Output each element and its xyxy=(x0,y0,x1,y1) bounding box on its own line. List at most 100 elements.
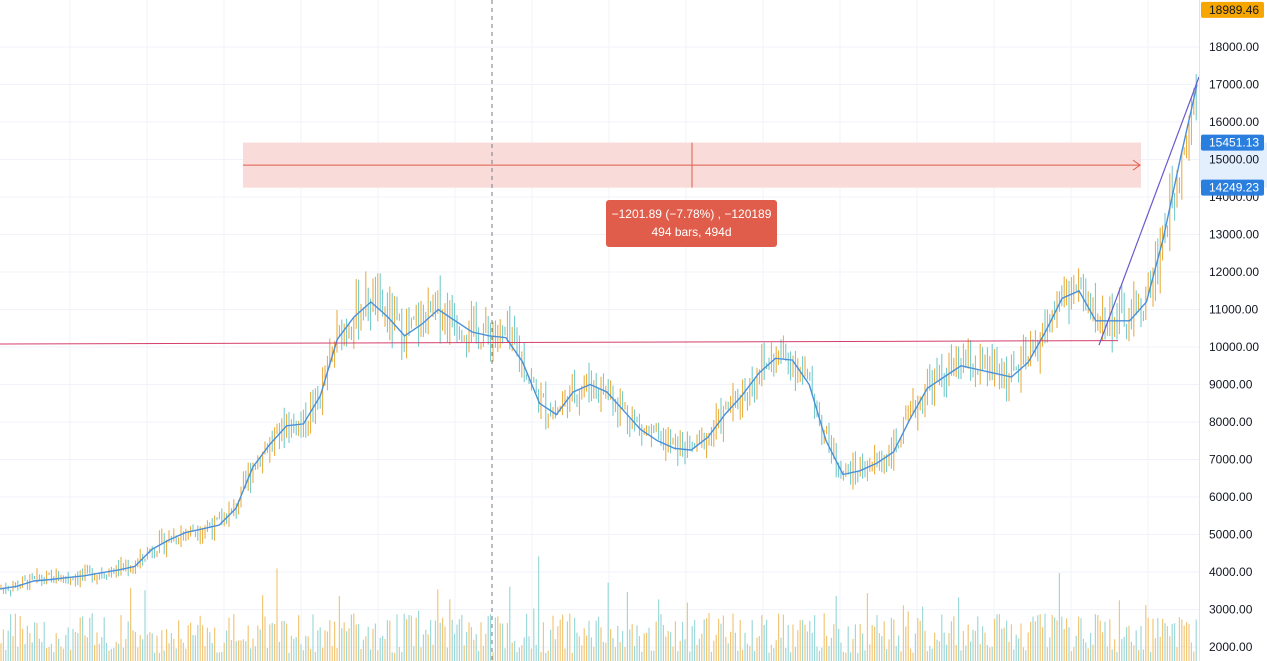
volume-bar xyxy=(53,652,55,661)
volume-bar xyxy=(775,640,777,661)
volume-bar xyxy=(768,652,770,661)
volume-bar xyxy=(209,632,211,661)
volume-bar xyxy=(480,622,482,661)
volume-bar xyxy=(494,617,496,661)
volume-bar xyxy=(365,636,367,661)
volume-bar xyxy=(31,642,33,661)
volume-bar xyxy=(5,649,7,661)
horizontal-ray[interactable] xyxy=(0,340,1119,345)
volume-bar xyxy=(182,642,184,661)
volume-bar xyxy=(58,638,60,661)
volume-bar xyxy=(1157,618,1159,661)
volume-bar xyxy=(1066,618,1068,661)
volume-bar xyxy=(1171,623,1173,661)
volume-bar xyxy=(922,606,924,661)
volume-bar xyxy=(722,615,724,661)
volume-bar xyxy=(614,647,616,661)
volume-bar xyxy=(871,624,873,661)
volume-bar xyxy=(1025,650,1027,661)
volume-bar xyxy=(1010,624,1012,661)
volume-bar xyxy=(238,640,240,661)
volume-bar xyxy=(660,614,662,661)
volume-bar xyxy=(98,643,100,661)
volume-bar xyxy=(283,620,285,661)
volume-bar xyxy=(547,650,549,661)
volume-bar xyxy=(1020,623,1022,661)
volume-bar xyxy=(1054,617,1056,661)
volume-bar xyxy=(782,614,784,661)
volume-bar xyxy=(127,621,129,661)
volume-bar xyxy=(1087,648,1089,661)
volume-bar xyxy=(406,619,408,661)
volume-bar xyxy=(437,589,439,661)
volume-bar xyxy=(619,642,621,661)
volume-bar xyxy=(1046,647,1048,661)
volume-bar xyxy=(1186,622,1188,661)
volume-bar xyxy=(240,640,242,661)
volume-bar xyxy=(403,613,405,661)
volume-bar xyxy=(120,615,122,661)
volume-bar xyxy=(1034,621,1036,661)
volume-bar xyxy=(262,595,264,661)
volume-bar xyxy=(727,643,729,661)
volume-bar xyxy=(792,624,794,661)
price-axis[interactable]: 2000.00 3000.00 4000.00 5000.00 6000.00 7000.… xyxy=(1199,0,1265,661)
volume-bar xyxy=(367,626,369,661)
volume-bar xyxy=(650,650,652,661)
volume-bar xyxy=(1188,623,1190,661)
volume-bar xyxy=(154,652,156,661)
volume-bar xyxy=(838,628,840,661)
volume-bar xyxy=(694,619,696,661)
lower-price-badge xyxy=(1201,179,1264,196)
volume-bar xyxy=(542,622,544,661)
volume-bar xyxy=(806,631,808,661)
price-tick-label: 5000.00 xyxy=(1209,528,1253,542)
volume-bar xyxy=(794,646,796,661)
volume-bar xyxy=(658,599,660,661)
volume-bar xyxy=(1099,620,1101,661)
volume-bar xyxy=(396,614,398,661)
volume-bar xyxy=(566,621,568,661)
volume-bar xyxy=(72,628,74,661)
last-price-badge xyxy=(1201,1,1264,18)
volume-bar xyxy=(799,620,801,661)
volume-bar xyxy=(943,632,945,661)
volume-bar xyxy=(338,595,340,661)
moving-average xyxy=(0,84,1198,590)
volume-bar xyxy=(581,645,583,661)
volume-bar xyxy=(401,652,403,661)
volume-bar xyxy=(449,599,451,661)
volume-bar xyxy=(1121,639,1123,661)
trend-line-segment[interactable] xyxy=(1098,76,1200,346)
volume-bar xyxy=(859,623,861,661)
volume-bar xyxy=(862,633,864,661)
volume-bar xyxy=(142,639,144,661)
volume-bar xyxy=(394,652,396,661)
volume-bar xyxy=(1118,600,1120,661)
volume-bar xyxy=(134,631,136,661)
volume-bar xyxy=(398,646,400,661)
volume-bar xyxy=(730,631,732,661)
volume-bar xyxy=(1102,632,1104,661)
volume-bar xyxy=(802,619,804,661)
volume-bar xyxy=(65,634,67,661)
volume-bar xyxy=(29,633,31,661)
volume-bar xyxy=(490,614,492,661)
volume-bar xyxy=(984,632,986,661)
trend-line[interactable] xyxy=(1098,76,1200,346)
volume-bar xyxy=(550,629,552,661)
volume-bar xyxy=(1181,619,1183,661)
volume-bar xyxy=(130,588,132,661)
volume-bar xyxy=(1111,649,1113,661)
volume-bar xyxy=(602,641,604,661)
volume-bar xyxy=(1174,623,1176,661)
volume-bar xyxy=(122,647,124,661)
volume-bar xyxy=(1140,625,1142,661)
volume-bar xyxy=(278,641,280,661)
volume-bar xyxy=(986,645,988,661)
measure-tool[interactable] xyxy=(243,142,1267,188)
volume-bar xyxy=(679,640,681,661)
horizontal-line[interactable] xyxy=(0,340,1119,345)
